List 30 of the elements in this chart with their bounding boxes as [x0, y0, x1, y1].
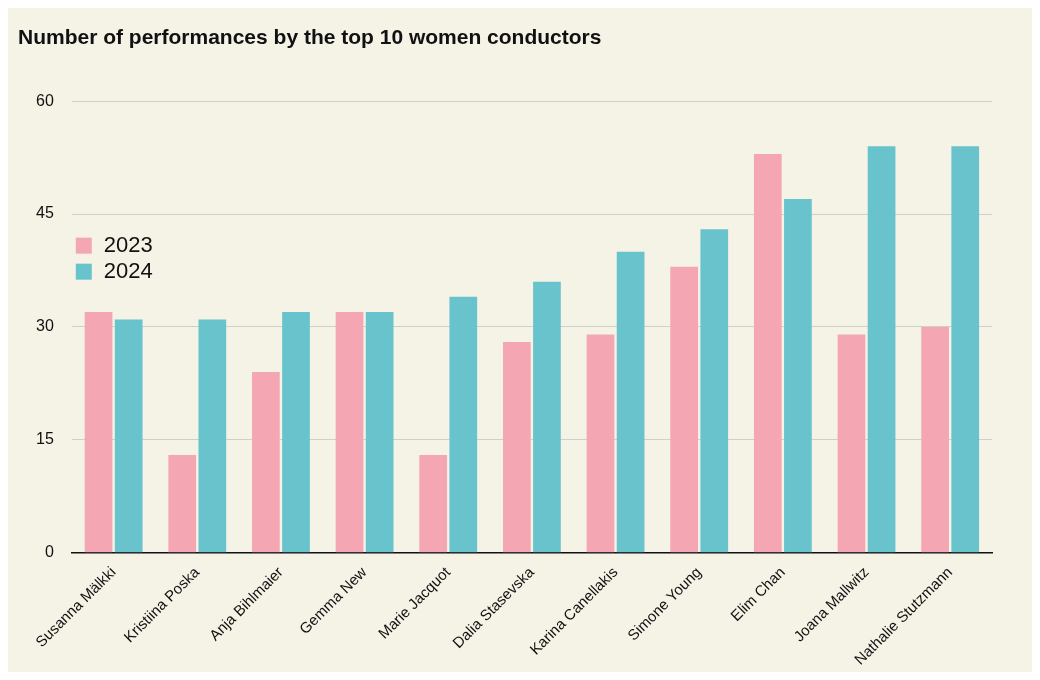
bar: [252, 372, 280, 553]
bar: [419, 454, 448, 553]
bar: [449, 296, 478, 553]
legend-label: 2023: [103, 231, 153, 257]
bar: [114, 319, 143, 553]
bar: [335, 311, 364, 553]
y-tick-label: 60: [36, 91, 54, 109]
y-tick-label: 0: [44, 543, 54, 561]
bar: [502, 342, 531, 553]
legend-label: 2024: [103, 257, 153, 283]
bar: [84, 311, 113, 553]
y-tick-label: 45: [36, 204, 54, 222]
bar: [921, 326, 949, 553]
bar: [867, 146, 896, 553]
bar: [168, 454, 197, 553]
bar: [700, 229, 729, 553]
bar: [784, 199, 812, 553]
y-tick-label: 30: [36, 317, 54, 335]
bar: [837, 334, 866, 553]
bar: [951, 146, 980, 553]
chart-title: Number of performances by the top 10 women conductors: [18, 25, 602, 49]
bar: [586, 334, 615, 553]
bar: [198, 319, 227, 553]
bar: [533, 281, 561, 553]
bar: [616, 251, 645, 553]
bar: [282, 311, 310, 553]
bar: [670, 266, 698, 553]
y-tick-label: 15: [36, 430, 54, 448]
bar: [365, 311, 394, 553]
bar: [753, 153, 782, 553]
